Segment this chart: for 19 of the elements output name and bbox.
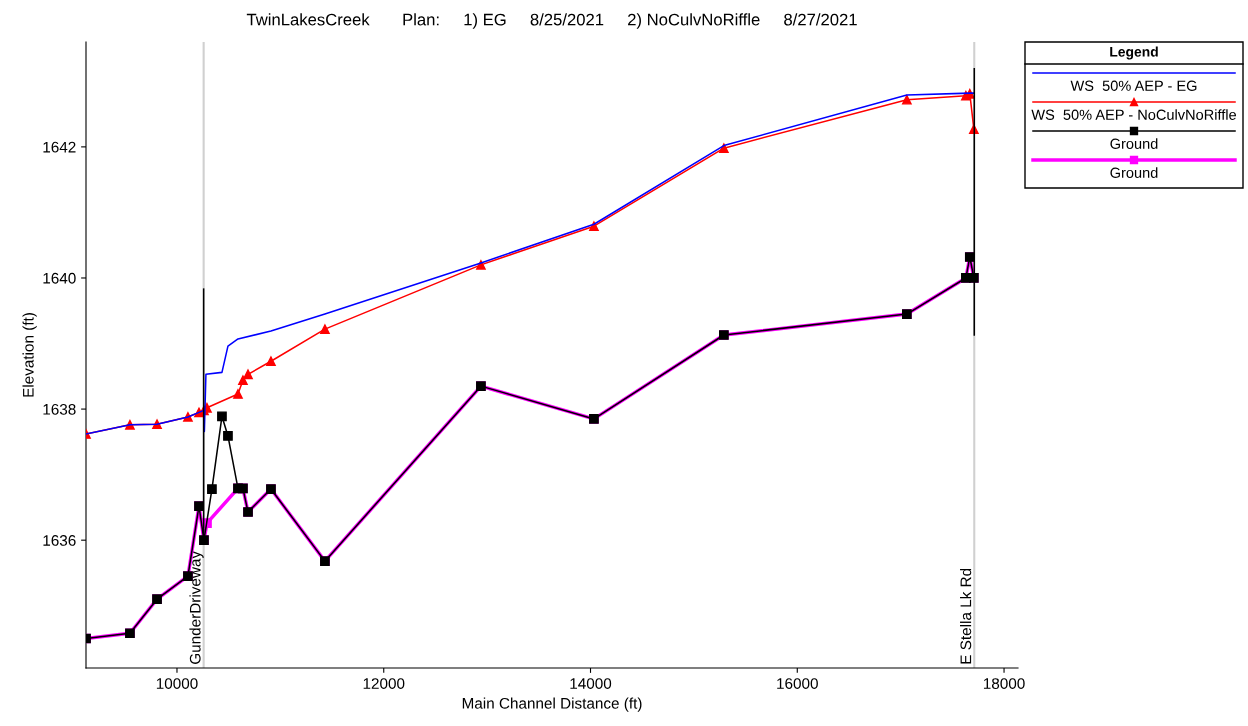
x-tick-label: 10000: [156, 678, 198, 689]
x-tick-label: 14000: [570, 678, 612, 689]
y-tick-label: 1636: [43, 535, 76, 546]
ref-line-label: E Stella Lk Rd: [960, 568, 972, 664]
y-axis-title: Elevation (ft): [22, 313, 37, 397]
y-tick-label: 1640: [43, 272, 76, 284]
y-tick-label: 1642: [43, 141, 76, 153]
ref-line-label: GunderDriveway: [189, 550, 204, 664]
legend-title: Legend: [1110, 46, 1158, 60]
legend-label: Ground: [1110, 138, 1158, 149]
legend-label: Ground: [1110, 167, 1158, 178]
chart-title: TwinLakesCreek Plan: 1) EG 8/25/2021 2) NoCulvNoRiffle 8/27/2021: [246, 13, 857, 29]
x-tick-label: 16000: [777, 678, 818, 689]
x-tick-label: 12000: [363, 678, 405, 689]
x-axis-title: Main Channel Distance (ft): [462, 697, 642, 712]
legend-label: WS 50% AEP - NoCulvNoRiffle: [1031, 109, 1237, 120]
text: WS 50% AEP - EG: [1070, 80, 1197, 91]
y-tick-label: 1638: [43, 403, 76, 415]
x-tick-label: 18000: [983, 678, 1025, 689]
